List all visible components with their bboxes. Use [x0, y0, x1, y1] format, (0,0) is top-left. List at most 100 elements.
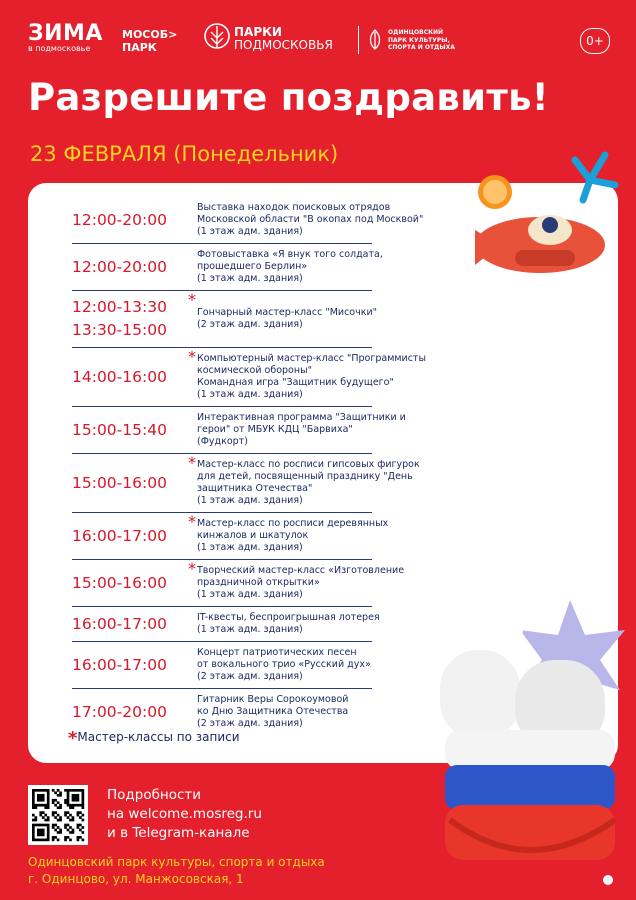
qr-module: [59, 818, 62, 822]
qr-module: [46, 833, 50, 837]
description: Выставка находок поисковых отрядов Москов…: [190, 202, 423, 238]
description: IT-квесты, беспроигрышная лотерея (1 этаж…: [190, 612, 380, 636]
qr-module: [32, 831, 35, 834]
qr-module: [46, 836, 50, 839]
time: 12:00-20:00: [72, 210, 167, 229]
qr-module: [36, 793, 40, 797]
qr-module: [46, 818, 50, 822]
qr-module: [76, 836, 80, 839]
qr-module: [81, 801, 85, 805]
time: 17:00-20:00: [72, 702, 167, 721]
qr-module: [44, 789, 48, 792]
qr-module: [79, 803, 82, 807]
qr-module: [79, 811, 82, 814]
qr-module: [71, 806, 75, 810]
time-column: 15:00-15:40: [72, 412, 190, 448]
qr-module: [51, 789, 55, 792]
logo-odin: ОДИНЦОВСКИЙ ПАРК КУЛЬТУРЫ, СПОРТА И ОТДЫХА: [388, 29, 455, 52]
qr-module: [81, 791, 85, 795]
description: Гитарник Веры Сорокоумовой ко Дню Защитни…: [190, 694, 372, 730]
qr-module: [39, 811, 43, 814]
description: * Компьютерный мастер-класс "Программисты…: [188, 349, 426, 401]
schedule-row: 16:00-17:00 * Мастер-класс по росписи дере…: [72, 513, 388, 560]
qr-module: [46, 789, 50, 792]
time-column: 12:00-13:30 13:30-15:00: [72, 296, 190, 342]
qr-module: [71, 793, 75, 797]
description-line: (1 этаж адм. здания): [197, 624, 303, 635]
qr-module: [39, 796, 43, 800]
qr-module: [32, 836, 35, 839]
qr-module: [41, 838, 45, 842]
description-line: IT-квесты, беспроигрышная лотерея: [197, 612, 380, 623]
description-line: праздничной открытки»: [197, 577, 320, 588]
qr-module: [41, 816, 45, 819]
qr-module: [66, 789, 70, 792]
qr-module: [71, 828, 75, 832]
qr-module: [41, 823, 45, 827]
qr-module: [74, 798, 77, 802]
qr-module: [74, 793, 77, 797]
qr-module: [69, 803, 72, 807]
qr-module: [39, 833, 43, 837]
schedule: 12:00-20:00 Выставка находок поисковых от…: [72, 197, 426, 735]
qr-module: [51, 801, 55, 805]
description: * Мастер-класс по росписи деревянных кинжа…: [188, 514, 389, 554]
description-line: кинжалов и шкатулок: [197, 530, 309, 541]
qr-module: [51, 811, 55, 814]
address: Одинцовский парк культуры, спорта и отды…: [28, 854, 325, 888]
time-column: 16:00-17:00: [72, 518, 190, 554]
qr-module: [36, 798, 40, 802]
signup-mark: *: [188, 512, 196, 531]
qr-module: [56, 831, 60, 834]
qr-module: [66, 791, 70, 795]
qr-module: [39, 813, 43, 817]
description: * Гончарный мастер-класс "Мисочки" (2 этаж…: [188, 292, 377, 342]
qr-module: [39, 793, 43, 797]
time-column: 14:00-16:00: [72, 353, 190, 401]
description-line: Мастер-класс по росписи гипсовых фигурок: [197, 459, 420, 470]
time: 14:00-16:00: [72, 367, 167, 386]
logo-subtext: ПОДМОСКОВЬЯ: [234, 38, 333, 52]
qr-module: [81, 793, 85, 797]
logo-text: ПАРКИ: [234, 25, 282, 39]
qr-module: [41, 796, 45, 800]
qr-code: [28, 785, 88, 845]
qr-module: [32, 801, 35, 805]
description-line: (1 этаж адм. здания): [197, 389, 303, 400]
qr-module: [64, 838, 67, 842]
time-column: 16:00-17:00: [72, 612, 190, 636]
qr-module: [81, 838, 85, 842]
schedule-row: 12:00-20:00 Фотовыставка «Я внук того сол…: [72, 244, 383, 291]
qr-module: [54, 836, 57, 839]
time-column: 12:00-20:00: [72, 202, 190, 238]
info-line: Подробности: [107, 787, 202, 803]
qr-module: [81, 798, 85, 802]
qr-module: [41, 831, 45, 834]
qr-module: [56, 793, 60, 797]
qr-module: [56, 806, 60, 810]
qr-module: [79, 816, 82, 819]
description-line: (Фудкорт): [197, 436, 248, 447]
description-line: защитника Отечества": [197, 483, 313, 494]
qr-module: [64, 789, 67, 792]
description-line: Мастер-класс по росписи деревянных: [197, 518, 389, 529]
qr-module: [59, 816, 62, 819]
signup-mark: *: [188, 290, 196, 309]
qr-module: [46, 791, 50, 795]
description-line: Московской области "В окопах под Москвой…: [197, 214, 424, 225]
qr-module: [66, 836, 70, 839]
description-line: для детей, посвященный празднику "День: [197, 471, 413, 482]
qr-module: [64, 823, 67, 827]
logo-line: ПАРК КУЛЬТУРЫ,: [388, 36, 450, 44]
description-line: прошедшего Берлин»: [197, 261, 308, 272]
schedule-row: 16:00-17:00 Концерт патриотических песен о…: [72, 642, 372, 689]
qr-module: [34, 803, 38, 807]
qr-module: [64, 798, 67, 802]
qr-module: [41, 793, 45, 797]
time-column: 16:00-17:00: [72, 647, 190, 683]
qr-module: [32, 818, 35, 822]
qr-module: [41, 798, 45, 802]
qr-module: [44, 813, 48, 817]
qr-module: [76, 798, 80, 802]
